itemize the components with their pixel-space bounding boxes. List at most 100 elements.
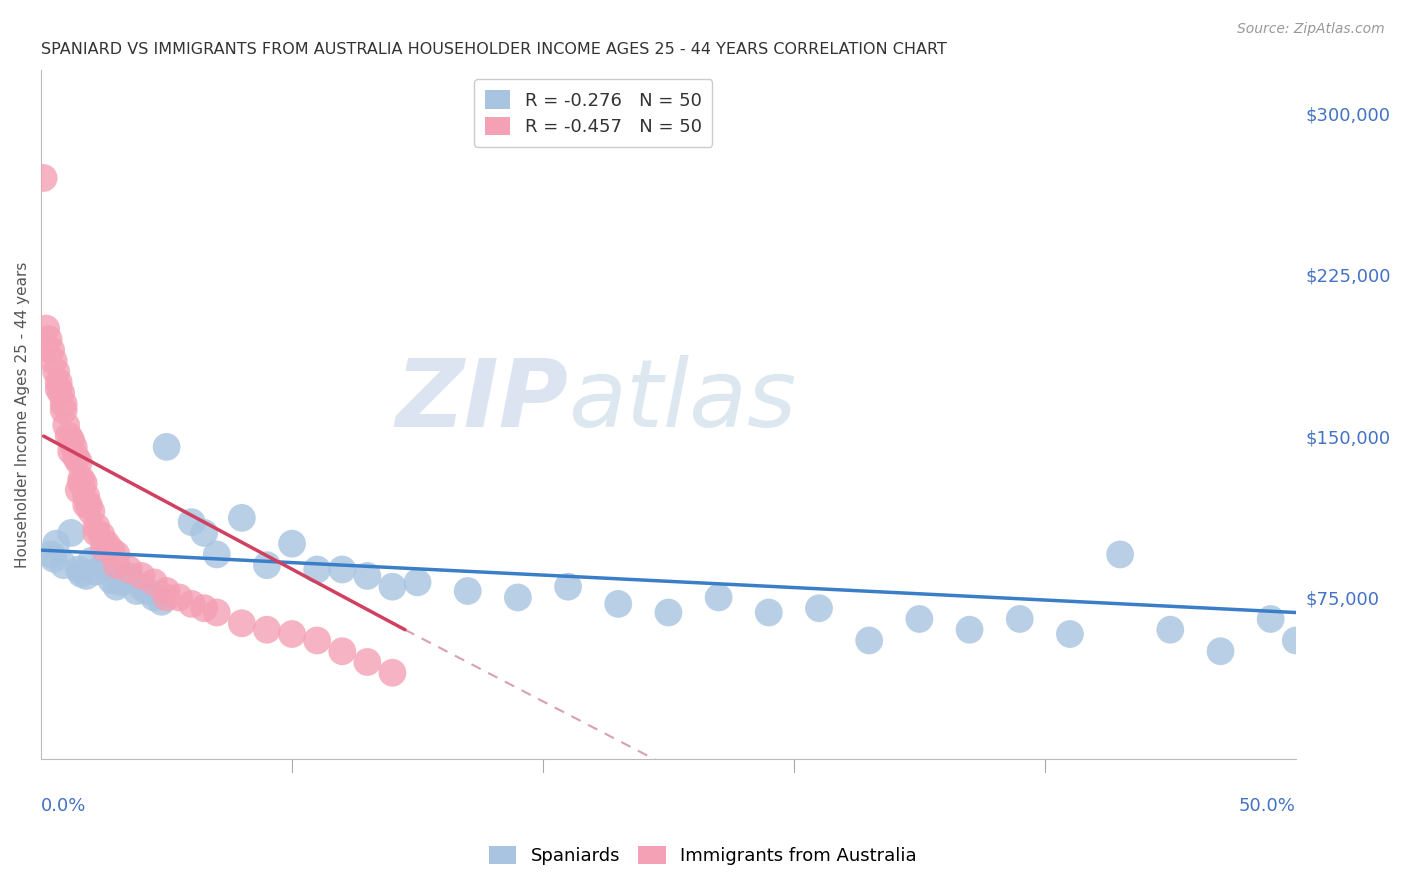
Point xyxy=(52,558,75,573)
Point xyxy=(307,562,329,576)
Point xyxy=(42,354,65,368)
Point xyxy=(77,498,100,512)
Point xyxy=(330,562,353,576)
Text: Source: ZipAtlas.com: Source: ZipAtlas.com xyxy=(1237,22,1385,37)
Point xyxy=(65,450,87,465)
Text: ZIP: ZIP xyxy=(395,355,568,447)
Point xyxy=(105,548,128,562)
Point xyxy=(35,321,58,335)
Point xyxy=(58,429,80,443)
Point xyxy=(38,332,60,346)
Point xyxy=(51,386,73,401)
Point xyxy=(143,575,166,590)
Legend: R = -0.276   N = 50, R = -0.457   N = 50: R = -0.276 N = 50, R = -0.457 N = 50 xyxy=(474,79,713,147)
Point xyxy=(67,455,90,469)
Point xyxy=(93,558,115,573)
Point xyxy=(118,569,141,583)
Point xyxy=(155,584,177,599)
Point xyxy=(45,536,67,550)
Legend: Spaniards, Immigrants from Australia: Spaniards, Immigrants from Australia xyxy=(482,839,924,872)
Point xyxy=(808,601,831,615)
Point xyxy=(86,519,108,533)
Point xyxy=(307,633,329,648)
Point xyxy=(356,655,378,669)
Point xyxy=(143,591,166,605)
Point xyxy=(657,606,679,620)
Point xyxy=(1285,633,1308,648)
Point xyxy=(180,597,202,611)
Point xyxy=(381,665,404,680)
Point xyxy=(55,418,77,433)
Point xyxy=(150,595,173,609)
Point xyxy=(557,580,579,594)
Point xyxy=(758,606,780,620)
Point xyxy=(281,627,304,641)
Point xyxy=(100,573,122,587)
Point xyxy=(256,623,278,637)
Text: 0.0%: 0.0% xyxy=(41,797,87,814)
Point xyxy=(959,623,981,637)
Point xyxy=(105,580,128,594)
Point xyxy=(70,566,93,581)
Point xyxy=(75,498,97,512)
Point xyxy=(42,551,65,566)
Point xyxy=(96,536,118,550)
Point xyxy=(39,548,62,562)
Point xyxy=(205,548,228,562)
Point xyxy=(52,397,75,411)
Point xyxy=(67,483,90,497)
Text: SPANIARD VS IMMIGRANTS FROM AUSTRALIA HOUSEHOLDER INCOME AGES 25 - 44 YEARS CORR: SPANIARD VS IMMIGRANTS FROM AUSTRALIA HO… xyxy=(41,42,948,57)
Point xyxy=(86,525,108,540)
Point xyxy=(1260,612,1282,626)
Point xyxy=(131,580,153,594)
Point xyxy=(256,558,278,573)
Point xyxy=(131,569,153,583)
Point xyxy=(205,606,228,620)
Point xyxy=(135,584,157,599)
Point xyxy=(356,569,378,583)
Point xyxy=(100,543,122,558)
Point xyxy=(155,591,177,605)
Point xyxy=(707,591,730,605)
Point xyxy=(908,612,931,626)
Point xyxy=(330,644,353,658)
Point xyxy=(86,565,108,579)
Point xyxy=(67,562,90,576)
Point xyxy=(193,601,215,615)
Point xyxy=(231,511,253,525)
Point xyxy=(125,584,148,599)
Point xyxy=(39,343,62,357)
Point xyxy=(48,376,70,390)
Point xyxy=(90,528,112,542)
Point xyxy=(70,476,93,491)
Point xyxy=(75,489,97,503)
Point xyxy=(62,440,84,454)
Point xyxy=(60,434,83,448)
Y-axis label: Householder Income Ages 25 - 44 years: Householder Income Ages 25 - 44 years xyxy=(15,261,30,568)
Point xyxy=(193,525,215,540)
Point xyxy=(80,554,103,568)
Point xyxy=(32,171,55,186)
Point xyxy=(155,440,177,454)
Point xyxy=(48,382,70,396)
Point xyxy=(118,562,141,576)
Point xyxy=(406,575,429,590)
Point xyxy=(1109,548,1132,562)
Point xyxy=(167,591,190,605)
Point xyxy=(1008,612,1031,626)
Point xyxy=(180,515,202,529)
Point xyxy=(70,472,93,486)
Point xyxy=(60,444,83,458)
Point xyxy=(506,591,529,605)
Point xyxy=(52,403,75,417)
Point xyxy=(80,504,103,518)
Point xyxy=(105,558,128,573)
Point xyxy=(93,541,115,555)
Point xyxy=(858,633,880,648)
Text: 50.0%: 50.0% xyxy=(1239,797,1296,814)
Point xyxy=(281,536,304,550)
Text: atlas: atlas xyxy=(568,355,796,446)
Point xyxy=(60,525,83,540)
Point xyxy=(75,569,97,583)
Point xyxy=(1159,623,1181,637)
